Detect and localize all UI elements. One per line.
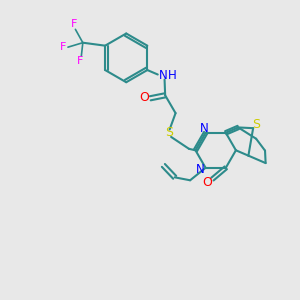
Text: H: H <box>168 70 177 83</box>
Text: S: S <box>166 126 174 139</box>
Text: F: F <box>59 42 66 52</box>
Text: F: F <box>77 56 83 66</box>
Text: S: S <box>252 118 260 131</box>
Text: F: F <box>71 19 77 29</box>
Text: N: N <box>200 122 208 135</box>
Text: O: O <box>140 91 149 104</box>
Text: O: O <box>202 176 212 189</box>
Text: N: N <box>159 70 167 83</box>
Text: N: N <box>196 163 205 176</box>
